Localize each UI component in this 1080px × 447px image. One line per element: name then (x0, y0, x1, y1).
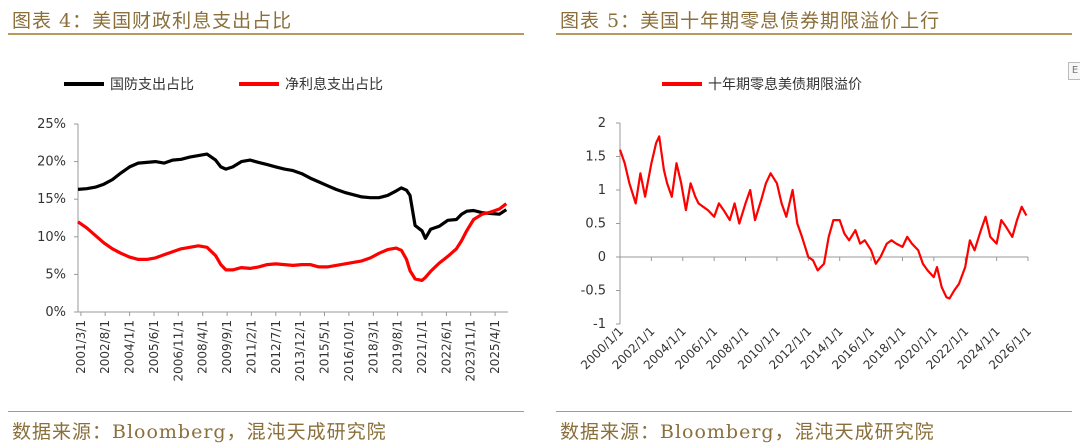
y-tick-label: 20% (37, 155, 66, 170)
right-chart-title: 图表 5：美国十年期零息债券期限溢价上行 (560, 10, 941, 32)
x-tick-label: 2013/12/1 (293, 320, 307, 382)
x-tick-label: 2012/7/1 (269, 320, 283, 374)
y-tick-label: -1 (593, 317, 606, 332)
x-tick-label: 2015/5/1 (317, 320, 331, 374)
x-tick-label: 2001/3/1 (74, 320, 88, 374)
x-tick-label: 2006/11/1 (171, 320, 185, 382)
right-chart: -1-0.500.511.522000/1/12002/1/12004/1/12… (578, 76, 1034, 372)
x-tick-label: 2021/1/1 (415, 320, 429, 374)
corner-tab[interactable]: E (1068, 62, 1080, 80)
y-tick-label: 1.5 (585, 150, 606, 165)
legend-label: 十年期零息美债期限溢价 (708, 76, 862, 93)
x-tick-label: 2011/2/1 (244, 320, 258, 374)
x-tick-label: 2022/6/1 (439, 320, 453, 374)
right-top-rule (556, 33, 1072, 35)
legend-label: 国防支出占比 (110, 77, 194, 93)
x-tick-label: 2023/11/1 (464, 320, 478, 382)
x-tick-label: 2008/4/1 (196, 320, 210, 374)
x-tick-label: 2025/4/1 (488, 320, 502, 374)
y-tick-label: 0 (598, 250, 606, 265)
y-tick-label: 15% (37, 192, 66, 207)
y-tick-label: 10% (37, 230, 66, 245)
x-tick-label: 2005/6/1 (147, 320, 161, 374)
left-chart: 0% 5% 10% 15% 20% 25% 2001/3/1 2002/8/1 2004/1/1… (37, 76, 508, 382)
y-tick-label: -0.5 (581, 284, 606, 299)
left-source-note: 数据来源：Bloomberg，混沌天成研究院 (12, 421, 387, 443)
left-top-rule (8, 33, 524, 35)
left-chart-title: 图表 4：美国财政利息支出占比 (12, 10, 293, 32)
right-source-note: 数据来源：Bloomberg，混沌天成研究院 (560, 421, 935, 443)
x-tick-label: 2018/3/1 (366, 320, 380, 374)
y-tick-label: 0% (45, 305, 66, 320)
legend-label: 净利息支出占比 (285, 76, 383, 93)
series-line-2 (77, 202, 508, 282)
series-line-1 (77, 152, 508, 240)
right-bottom-rule (556, 411, 1072, 412)
x-tick-label: 2004/1/1 (123, 320, 137, 374)
y-tick-label: 25% (37, 117, 66, 132)
x-tick-label: 2002/8/1 (98, 320, 112, 374)
series-line-1 (618, 135, 1028, 300)
x-tick-label: 2019/8/1 (391, 320, 405, 374)
y-tick-label: 0.5 (585, 217, 606, 232)
y-tick-label: 2 (598, 116, 606, 131)
y-tick-label: 5% (45, 267, 66, 282)
x-tick-label: 2009/9/1 (220, 320, 234, 374)
y-tick-label: 1 (598, 183, 606, 198)
left-bottom-rule (8, 411, 524, 412)
x-tick-label: 2016/10/1 (342, 320, 356, 382)
